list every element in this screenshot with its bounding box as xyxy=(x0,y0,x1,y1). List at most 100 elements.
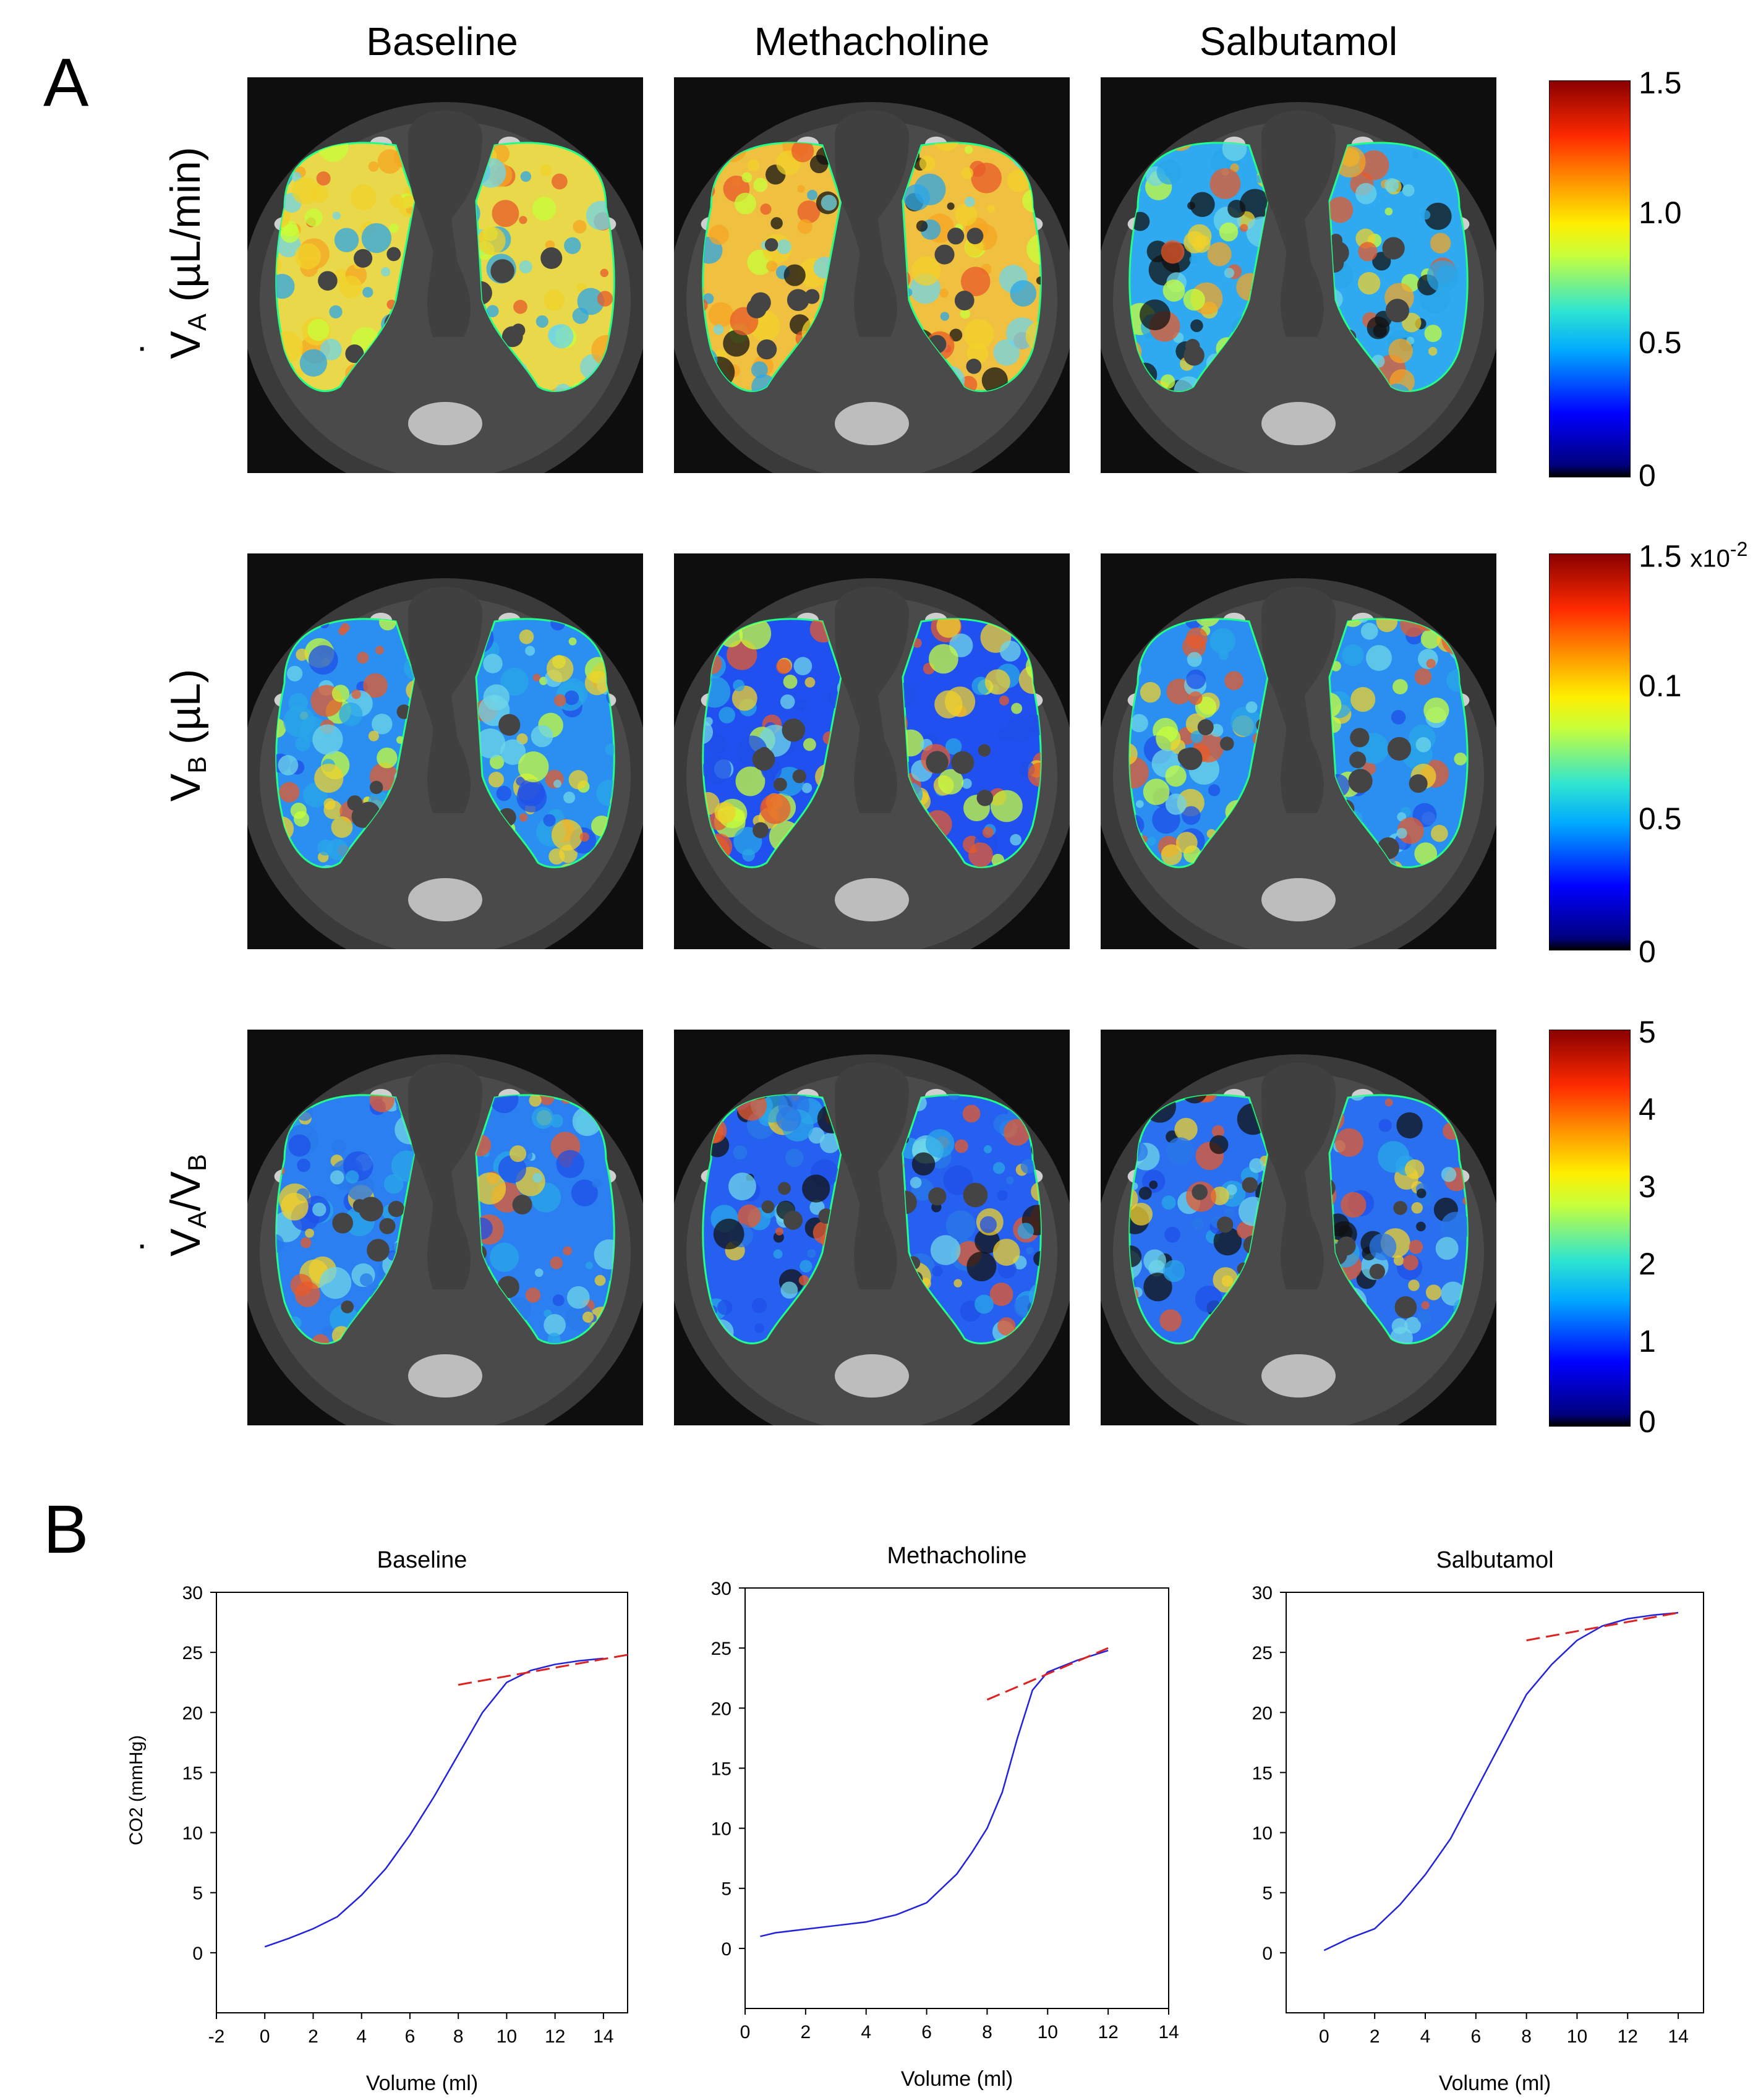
heat-blob xyxy=(1188,691,1203,705)
heat-blob xyxy=(780,694,795,709)
heat-blob xyxy=(1384,1098,1393,1107)
vertebra xyxy=(1261,1354,1336,1398)
mediastinum xyxy=(1261,110,1336,337)
panel-a-label: A xyxy=(43,45,89,121)
heat-blob xyxy=(987,205,996,213)
heat-blob xyxy=(532,197,557,221)
heat-blob xyxy=(1183,289,1205,311)
heat-blob xyxy=(568,637,577,646)
heat-blob xyxy=(776,659,791,675)
heat-blob xyxy=(741,172,753,183)
heat-blob xyxy=(474,1172,506,1205)
heat-blob xyxy=(751,374,777,391)
row-label-sub: A xyxy=(182,314,211,331)
chart-title: Baseline xyxy=(377,1547,467,1573)
vessel xyxy=(1192,1184,1208,1200)
capnogram-curve xyxy=(1323,1611,1679,1952)
heat-blob xyxy=(1376,618,1398,633)
heat-blob xyxy=(737,1204,761,1228)
heat-blob xyxy=(992,1162,1005,1174)
heat-blob xyxy=(489,754,505,769)
heat-blob xyxy=(751,361,768,378)
heat-blob xyxy=(735,766,766,796)
x-tick-label: 2 xyxy=(1370,2026,1380,2047)
heat-blob xyxy=(1166,1137,1194,1165)
heat-blob xyxy=(1129,1245,1142,1268)
heat-blob xyxy=(1195,1285,1222,1313)
row-label-blood-volume: VB (µL) xyxy=(161,537,211,933)
colorbar-ratio xyxy=(1549,1030,1631,1427)
heat-blob xyxy=(968,842,993,868)
heat-blob xyxy=(979,1216,997,1234)
heat-blob xyxy=(573,220,587,234)
heat-blob xyxy=(294,1281,320,1307)
heat-blob xyxy=(488,772,505,788)
heat-blob xyxy=(1402,184,1415,197)
heat-blob xyxy=(1417,1310,1431,1324)
heat-blob xyxy=(278,755,299,775)
heat-blob xyxy=(800,1260,813,1273)
heat-blob xyxy=(797,185,805,193)
heat-blob xyxy=(534,1268,544,1278)
heat-blob xyxy=(283,618,291,620)
heat-blob xyxy=(276,273,295,299)
mediastinum xyxy=(408,586,482,813)
heat-blob xyxy=(793,657,813,676)
heat-blob xyxy=(1160,374,1175,389)
heat-blob xyxy=(1211,1125,1224,1138)
heat-blob xyxy=(723,330,750,357)
heat-blob xyxy=(928,644,958,674)
heat-blob xyxy=(1015,146,1024,155)
row-label-sub2: B xyxy=(182,1154,211,1172)
heat-blob xyxy=(584,670,610,696)
heat-blob xyxy=(1138,626,1151,639)
heat-blob xyxy=(714,142,736,145)
heat-blob xyxy=(713,324,724,335)
heat-blob xyxy=(783,674,798,689)
y-tick-label: 0 xyxy=(192,1944,203,1964)
heat-blob xyxy=(592,1095,615,1102)
heat-blob xyxy=(362,286,373,298)
heat-blob xyxy=(1373,323,1387,338)
row-label-main: V xyxy=(162,1228,209,1256)
heat-blob xyxy=(605,744,615,756)
vessel xyxy=(318,271,338,291)
heat-blob xyxy=(713,1218,744,1250)
heat-blob xyxy=(773,1249,783,1259)
heat-blob xyxy=(552,173,568,190)
heat-blob xyxy=(553,694,566,707)
plot-frame xyxy=(216,1592,628,2013)
x-tick-label: 10 xyxy=(497,2026,517,2047)
heat-blob xyxy=(312,1202,326,1217)
x-tick-label: 2 xyxy=(308,2026,318,2047)
heat-blob xyxy=(903,184,931,211)
heat-blob xyxy=(1441,1211,1468,1242)
heat-blob xyxy=(519,813,528,822)
heat-blob xyxy=(1007,142,1036,156)
vessel xyxy=(1382,237,1405,260)
heat-blob xyxy=(600,268,609,278)
x-axis-label: Volume (ml) xyxy=(1439,2072,1551,2095)
colorbar-blood-volume xyxy=(1549,553,1631,950)
heat-blob xyxy=(1007,169,1030,192)
heat-blob xyxy=(1031,142,1041,147)
heat-blob xyxy=(997,1190,1008,1201)
heat-blob xyxy=(1140,681,1161,703)
mediastinum xyxy=(835,1062,909,1289)
heat-blob xyxy=(962,1104,981,1123)
heat-blob xyxy=(703,621,722,639)
heat-blob xyxy=(529,1095,542,1107)
heat-blob xyxy=(729,142,741,143)
vessel xyxy=(1409,774,1428,793)
heat-blob xyxy=(932,1265,943,1277)
heat-blob xyxy=(539,1095,555,1106)
vessel xyxy=(764,238,778,252)
heat-blob xyxy=(518,751,549,782)
heat-blob xyxy=(780,1281,798,1299)
x-tick-label: 4 xyxy=(1420,2026,1431,2047)
heat-blob xyxy=(910,1177,922,1189)
vessel xyxy=(1217,1216,1234,1233)
heat-blob xyxy=(339,702,363,727)
heat-blob xyxy=(785,1148,804,1167)
x-axis-label: Volume (ml) xyxy=(366,2072,478,2095)
